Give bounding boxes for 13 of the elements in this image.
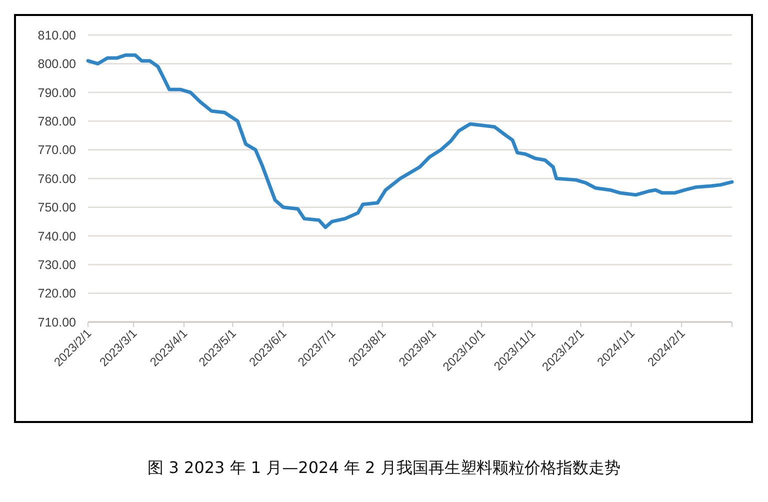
- y-tick-label: 760.00: [38, 172, 76, 186]
- y-tick-label: 750.00: [38, 200, 76, 215]
- y-tick-label: 720.00: [38, 286, 76, 301]
- y-tick-label: 790.00: [38, 86, 76, 100]
- y-tick-label: 780.00: [38, 114, 76, 128]
- y-tick-label: 770.00: [38, 143, 76, 158]
- y-tick-label: 800.00: [38, 57, 76, 72]
- y-tick-label: 810.00: [38, 28, 76, 42]
- line-series: [86, 53, 734, 230]
- y-tick-label: 740.00: [38, 229, 76, 244]
- y-tick-label: 730.00: [38, 258, 76, 272]
- y-tick-label: 710.00: [38, 315, 76, 330]
- text: 图 3 2023 年 1 月—2024 年 2 月我国再生塑料颗粒价格指数走势: [148, 458, 620, 477]
